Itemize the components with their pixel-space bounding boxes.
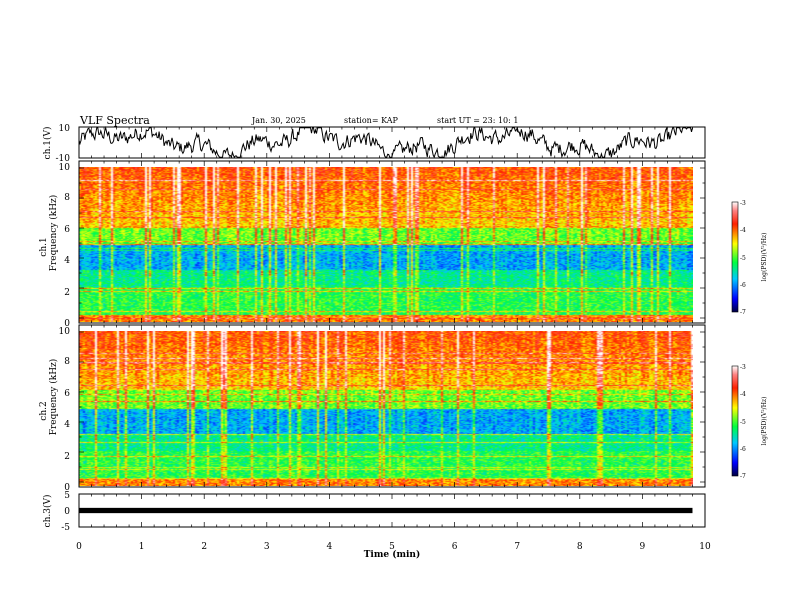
ch1-spectrogram-yticks [79, 167, 705, 319]
ch2-freq-tick-0: 0 [64, 483, 70, 493]
ch1-freq-tick-2: 2 [64, 288, 70, 298]
station-label: station= KAP [344, 116, 399, 125]
time-tick-label: 0 [76, 542, 82, 552]
ch1-ytick-top: 10 [59, 124, 71, 134]
ch2-cbar-tick-4: -4 [740, 391, 746, 398]
ch2-spectrogram-panel: 0 2 4 6 8 10 ch.2 Frequency (kHz) [39, 324, 706, 493]
ch1-cbar-tick-4: -4 [740, 227, 746, 234]
ch2-colorbar: -3 -4 -5 -6 -7 log(PSD)(V²/Hz) [731, 364, 768, 480]
ch2-spectrogram-heatmap [79, 331, 693, 486]
ch1-spectrogram-heatmap [79, 167, 693, 322]
time-tick-label: 4 [327, 542, 333, 552]
ch1-cbar-tick-6: -6 [740, 282, 746, 289]
ch1-cbar-tick-5: -5 [740, 255, 746, 262]
ch1-ytick-bottom: -10 [56, 154, 71, 164]
ch2-freq-tick-10: 10 [59, 327, 71, 337]
ch1-freq-tick-10: 10 [59, 163, 71, 173]
ch2-ylabel-frequency: Frequency (kHz) [48, 359, 59, 436]
ch2-freq-tick-4: 4 [64, 420, 70, 430]
ch2-cbar-tick-3: -3 [740, 364, 746, 371]
time-tick-label: 9 [640, 542, 646, 552]
ch1-ylabel-frequency: Frequency (kHz) [48, 195, 59, 272]
time-axis-label: Time (min) [364, 549, 421, 560]
ch3-ytick-5: 5 [64, 491, 70, 501]
ch1-ylabel: ch.1(V) [42, 127, 53, 160]
ch3-ytick-0: 0 [64, 507, 70, 517]
ch1-cbar-tick-7: -7 [740, 309, 746, 316]
ch1-colorbar: -3 -4 -5 -6 -7 log(PSD)(V²/Hz) [731, 200, 768, 316]
time-tick-label: 5 [389, 542, 395, 552]
time-tick-label: 1 [139, 542, 145, 552]
ch1-freq-tick-8: 8 [64, 193, 70, 203]
ch2-spectrogram-xticks [78, 325, 706, 487]
time-tick-label: 2 [201, 542, 207, 552]
time-tick-label: 7 [514, 542, 520, 552]
ch2-cbar-tick-5: -5 [740, 419, 746, 426]
ch1-waveform-xticks [78, 127, 706, 158]
ch1-freq-tick-0: 0 [64, 319, 70, 329]
ch1-ylabel-channel: ch.1 [39, 237, 49, 256]
ch2-freq-tick-8: 8 [64, 357, 70, 367]
ch1-waveform-panel: 10 -10 ch.1(V) [42, 124, 706, 164]
ch1-waveform-line [78, 125, 693, 159]
time-tick-label: 3 [264, 542, 270, 552]
time-tick-label: 6 [452, 542, 458, 552]
ch2-freq-tick-2: 2 [64, 452, 70, 462]
ch2-cbar-tick-7: -7 [740, 473, 746, 480]
ch3-ytick-minus5: -5 [61, 523, 70, 533]
ch2-ylabel-channel: ch.2 [39, 401, 49, 420]
ch3-ylabel: ch.3(V) [42, 495, 53, 528]
ch2-cbar-label: log(PSD)(V²/Hz) [761, 397, 768, 446]
time-axis-tick-labels: 0 1 2 3 4 5 6 7 8 9 10 [76, 542, 711, 552]
ch2-cbar-tick-6: -6 [740, 446, 746, 453]
ch3-signal-xticks [78, 494, 706, 527]
date-label: Jan. 30, 2025 [251, 116, 306, 125]
ch1-cbar-label: log(PSD)(V²/Hz) [761, 233, 768, 282]
ch1-spectrogram-xticks [78, 161, 706, 323]
figure-title: VLF Spectra [79, 114, 150, 127]
start-time-label: start UT = 23: 10: 1 [437, 116, 518, 125]
ch2-freq-tick-6: 6 [64, 389, 70, 399]
ch2-spectrogram-yticks [79, 331, 705, 483]
time-tick-label: 8 [577, 542, 583, 552]
ch3-signal-band [79, 507, 693, 514]
ch1-freq-tick-4: 4 [64, 256, 70, 266]
time-tick-label: 10 [699, 542, 711, 552]
ch1-spectrogram-panel: 0 2 4 6 8 10 ch.1 Frequency (kHz) [39, 160, 706, 329]
ch1-cbar-tick-3: -3 [740, 200, 746, 207]
ch1-freq-tick-6: 6 [64, 225, 70, 235]
ch3-signal-panel: 5 0 -5 ch.3(V) [42, 491, 706, 533]
